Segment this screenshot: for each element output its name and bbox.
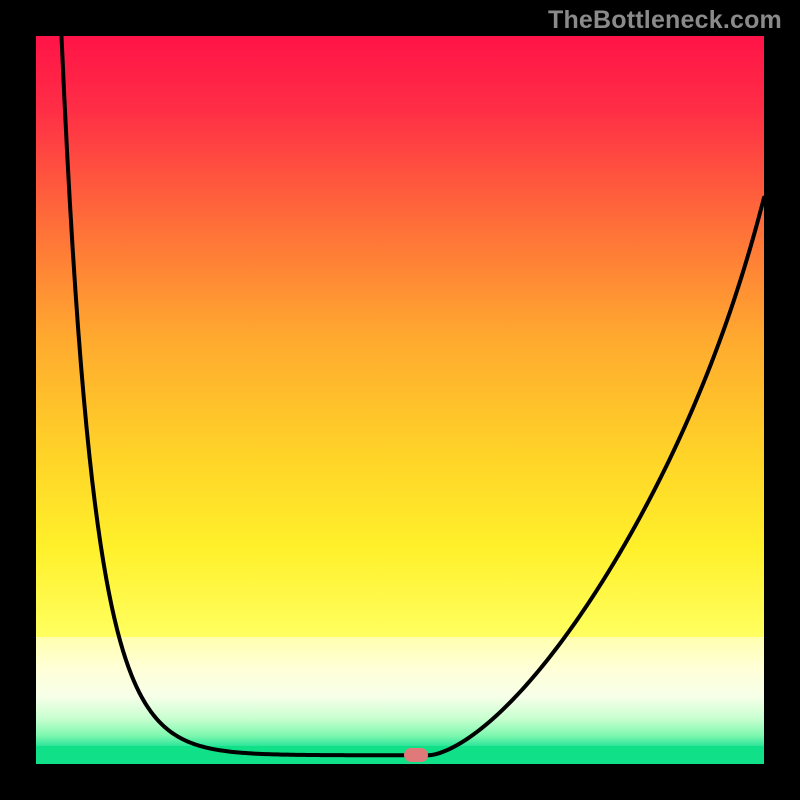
outer-frame: TheBottleneck.com: [0, 0, 800, 800]
bottleneck-curve: [36, 36, 764, 764]
valley-marker: [404, 748, 428, 762]
curve-path: [61, 36, 764, 755]
attribution-text: TheBottleneck.com: [548, 6, 782, 35]
plot-area: [36, 36, 764, 764]
